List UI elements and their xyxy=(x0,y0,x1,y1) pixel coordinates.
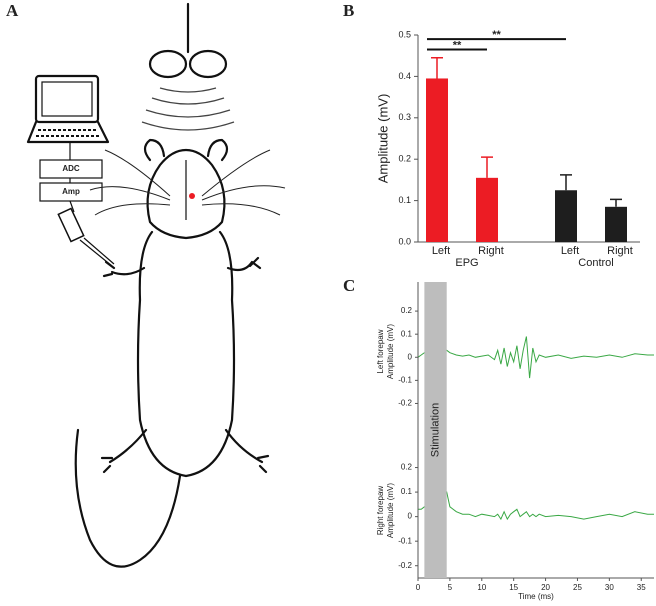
y-tick-label: 0.1 xyxy=(398,195,411,205)
rat-ears xyxy=(143,138,229,162)
y-tick-label: 0.1 xyxy=(401,487,413,496)
y-tick-label: 0.2 xyxy=(401,463,413,472)
rat-head xyxy=(146,148,226,240)
bar xyxy=(555,190,577,242)
x-tick-label: 15 xyxy=(509,583,518,592)
x-tick-label: 0 xyxy=(416,583,421,592)
laptop-base xyxy=(26,120,110,144)
x-tick-label: 25 xyxy=(573,583,582,592)
error-bar xyxy=(560,174,572,191)
bar xyxy=(426,78,448,242)
significance-label: ** xyxy=(492,29,501,41)
error-bar xyxy=(610,198,622,207)
bar xyxy=(605,206,627,242)
y-tick-label: 0.2 xyxy=(401,306,413,315)
electrode xyxy=(57,207,85,243)
panel-label: C xyxy=(343,276,355,295)
y-tick-label: 0.3 xyxy=(398,112,411,122)
trace xyxy=(417,336,654,379)
y-tick-label: 0.0 xyxy=(398,236,411,246)
trace xyxy=(418,491,654,521)
y-tick-label: 0 xyxy=(408,352,413,361)
coil-loop xyxy=(188,49,228,79)
y-tick-label: -0.1 xyxy=(398,375,412,384)
y-axis-label: Left forepaw xyxy=(376,329,385,373)
rat-body xyxy=(136,230,236,478)
category-label: Right xyxy=(478,245,504,257)
y-tick-label: 0.1 xyxy=(401,329,413,338)
category-label: Left xyxy=(561,245,579,257)
panel-label: B xyxy=(343,1,354,20)
x-tick-label: 35 xyxy=(637,583,646,592)
y-axis-label: Amplitude (mV) xyxy=(386,483,395,538)
error-bar xyxy=(481,156,493,178)
x-tick-label: 10 xyxy=(477,583,486,592)
y-tick-label: -0.2 xyxy=(398,561,412,570)
y-tick-label: 0.2 xyxy=(398,154,411,164)
y-tick-label: -0.2 xyxy=(398,399,412,408)
panel-label: A xyxy=(6,1,19,20)
significance-label: ** xyxy=(453,39,462,51)
error-bar xyxy=(431,57,443,79)
field-waves xyxy=(141,87,235,131)
coil-loop xyxy=(148,49,188,79)
category-label: Right xyxy=(607,245,633,257)
stimulation-band xyxy=(424,282,447,578)
x-tick-label: 20 xyxy=(541,583,550,592)
box-label: ADC xyxy=(62,164,80,173)
y-axis-label: Right forepaw xyxy=(376,486,385,536)
y-tick-label: -0.1 xyxy=(398,536,412,545)
y-axis-label: Amplitude (mV) xyxy=(386,324,395,379)
rat-hindpaws xyxy=(100,428,270,474)
y-tick-label: 0 xyxy=(408,512,413,521)
stimulation-label: Stimulation xyxy=(429,403,441,457)
bar xyxy=(476,177,498,242)
group-label: EPG xyxy=(455,257,478,269)
laptop-screen xyxy=(34,74,100,124)
x-tick-label: 30 xyxy=(605,583,614,592)
category-label: Left xyxy=(432,245,450,257)
rat-forepaws xyxy=(102,256,262,278)
y-tick-label: 0.4 xyxy=(398,71,411,81)
y-axis-label: Amplitude (mV) xyxy=(375,94,390,184)
adc-box xyxy=(39,159,103,179)
box-label: Amp xyxy=(62,187,80,196)
y-tick-label: 0.5 xyxy=(398,29,411,39)
group-label: Control xyxy=(578,257,613,269)
x-tick-label: 5 xyxy=(448,583,453,592)
x-axis-label: Time (ms) xyxy=(518,592,554,601)
diagram: ADC Amp xyxy=(26,2,286,568)
amp-box xyxy=(39,182,103,202)
rat-tail xyxy=(74,428,182,568)
